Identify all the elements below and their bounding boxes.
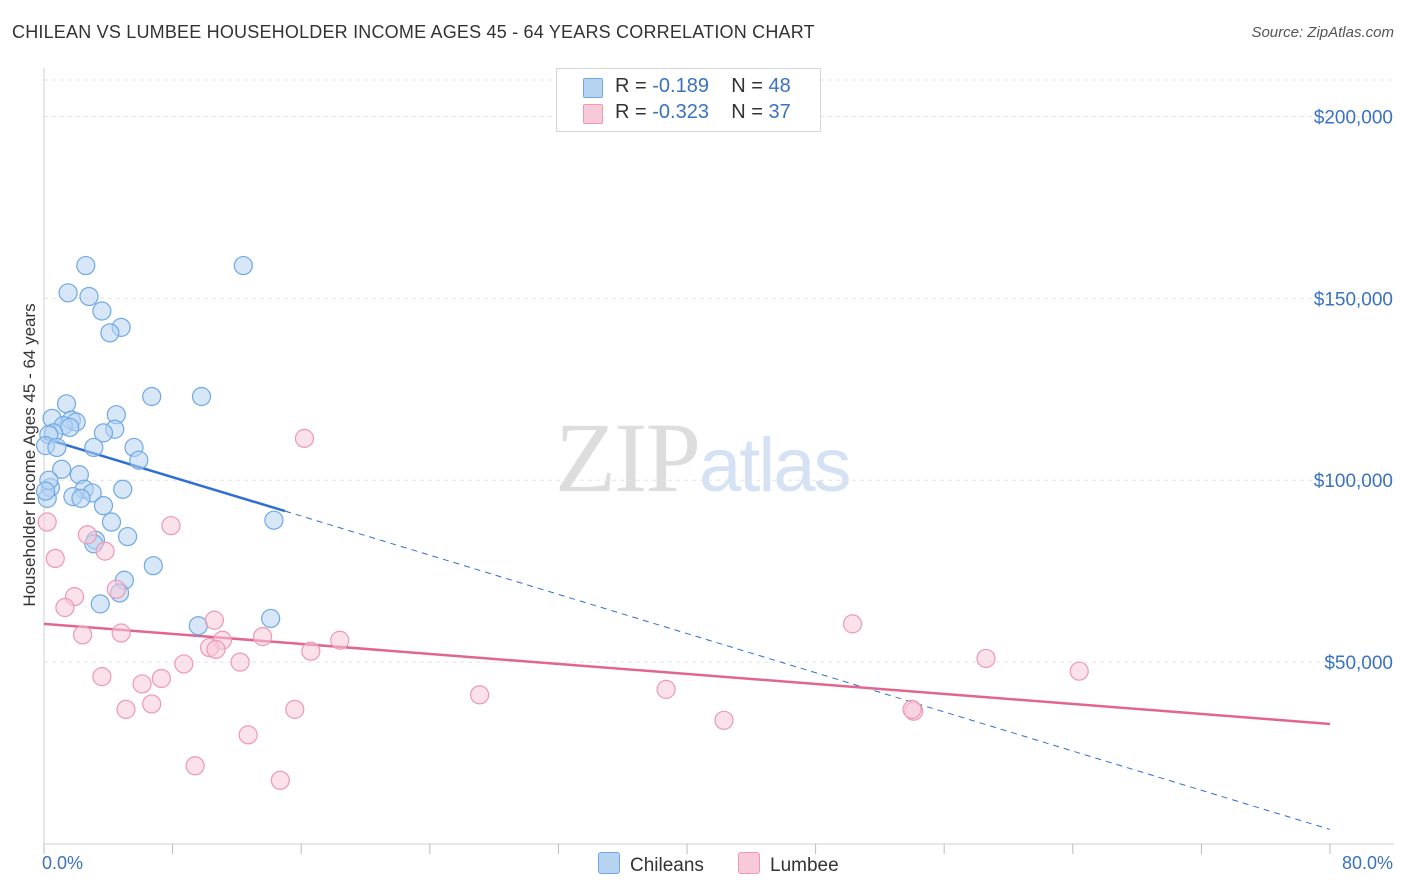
point-lumbee-11 xyxy=(111,623,131,643)
legend-n-label-lumbee: N = xyxy=(731,101,763,123)
y-tick-label-3: $200,000 xyxy=(1314,107,1393,128)
point-lumbee-21 xyxy=(976,648,996,669)
point-lumbee-23 xyxy=(92,667,112,687)
point-chileans-34 xyxy=(93,496,114,516)
point-chileans-15 xyxy=(60,417,80,438)
bottom-legend-swatch-lumbee xyxy=(738,852,760,874)
point-lumbee-17 xyxy=(206,639,226,659)
correlation-legend: R = -0.189 N = 48 R = -0.323 N = 37 xyxy=(556,68,821,132)
legend-n-label-chileans: N = xyxy=(731,75,763,97)
point-chileans-30 xyxy=(113,479,133,499)
point-chileans-47 xyxy=(36,481,56,501)
point-lumbee-4 xyxy=(95,541,115,561)
point-chileans-6 xyxy=(100,323,120,343)
bottom-legend-label-chileans: Chileans xyxy=(630,855,704,876)
x-tick-label-min: 0.0% xyxy=(42,853,83,873)
grid-lines xyxy=(44,79,1394,663)
point-chileans-43 xyxy=(90,594,110,614)
point-lumbee-9 xyxy=(204,610,224,630)
point-chileans-3 xyxy=(79,286,99,307)
legend-n-value-lumbee: 37 xyxy=(768,101,791,123)
point-lumbee-1 xyxy=(294,428,315,448)
x-tick-label-max: 80.0% xyxy=(1342,853,1393,873)
watermark-atlas: atlas xyxy=(699,423,852,508)
y-tick-label-2: $150,000 xyxy=(1314,289,1393,310)
point-lumbee-29 xyxy=(116,699,136,719)
bottom-legend-label-lumbee: Lumbee xyxy=(770,855,839,876)
trend-line-lumbee xyxy=(43,622,1331,726)
point-chileans-23 xyxy=(47,437,67,458)
point-lumbee-31 xyxy=(714,710,734,730)
point-lumbee-12 xyxy=(72,625,93,645)
point-lumbee-2 xyxy=(161,516,181,536)
legend-r-label-chileans: R = xyxy=(615,75,647,97)
point-chileans-24 xyxy=(129,450,149,470)
bottom-legend-swatch-chileans xyxy=(598,852,620,874)
trend-line-chileans xyxy=(43,437,286,513)
chart-title: CHILEAN VS LUMBEE HOUSEHOLDER INCOME AGE… xyxy=(12,22,815,42)
point-chileans-7 xyxy=(142,386,162,407)
point-lumbee-10 xyxy=(842,614,863,634)
point-lumbee-33 xyxy=(238,725,258,745)
data-points xyxy=(36,255,1089,790)
legend-r-value-chileans: -0.189 xyxy=(652,75,709,97)
legend-swatch-chileans xyxy=(583,78,603,98)
point-lumbee-20 xyxy=(174,654,194,674)
y-tick-labels: $50,000 $100,000 $150,000 $200,000 xyxy=(1314,107,1393,674)
watermark-zip: ZIP xyxy=(555,402,701,513)
legend-swatch-lumbee xyxy=(583,104,603,124)
point-lumbee-34 xyxy=(185,756,205,776)
point-lumbee-24 xyxy=(151,668,171,689)
point-chileans-32 xyxy=(71,488,91,508)
point-lumbee-3 xyxy=(77,525,98,545)
point-chileans-2 xyxy=(58,283,78,303)
legend-r-label-lumbee: R = xyxy=(615,101,647,123)
trend-lines xyxy=(43,437,1331,830)
point-lumbee-19 xyxy=(230,652,250,672)
bottom-legend-chileans: Chileans xyxy=(598,852,704,877)
point-lumbee-18 xyxy=(301,641,321,661)
point-chileans-44 xyxy=(261,608,281,629)
point-lumbee-25 xyxy=(132,674,152,694)
point-chileans-45 xyxy=(188,616,208,636)
point-lumbee-26 xyxy=(470,685,490,705)
point-lumbee-0 xyxy=(37,512,57,532)
point-chileans-36 xyxy=(264,510,284,530)
point-chileans-25 xyxy=(52,459,72,479)
legend-r-value-lumbee: -0.323 xyxy=(652,101,709,123)
point-lumbee-7 xyxy=(106,579,126,599)
point-lumbee-36 xyxy=(902,699,922,719)
point-lumbee-13 xyxy=(253,627,273,647)
point-lumbee-27 xyxy=(656,679,676,699)
point-chileans-17 xyxy=(93,423,114,443)
watermark: ZIPatlas xyxy=(555,400,852,515)
y-tick-label-0: $50,000 xyxy=(1324,653,1393,674)
point-lumbee-8 xyxy=(55,597,75,618)
point-lumbee-28 xyxy=(142,694,162,714)
point-chileans-37 xyxy=(117,526,138,547)
point-chileans-20 xyxy=(84,437,104,458)
point-lumbee-22 xyxy=(1069,661,1089,681)
x-tick-labels: 0.0% 80.0% xyxy=(42,853,1393,873)
point-chileans-8 xyxy=(191,386,212,407)
trend-line-extension-chileans xyxy=(284,510,1331,830)
point-lumbee-15 xyxy=(330,630,350,650)
point-chileans-35 xyxy=(101,512,122,532)
point-chileans-1 xyxy=(233,255,253,276)
point-lumbee-35 xyxy=(270,770,290,790)
point-chileans-40 xyxy=(143,556,163,576)
point-lumbee-5 xyxy=(45,548,65,569)
y-tick-label-1: $100,000 xyxy=(1314,471,1393,492)
point-lumbee-30 xyxy=(285,699,305,719)
point-chileans-4 xyxy=(92,301,112,321)
bottom-legend-lumbee: Lumbee xyxy=(738,852,839,877)
point-chileans-9 xyxy=(56,394,77,414)
legend-n-value-chileans: 48 xyxy=(768,75,791,97)
point-chileans-0 xyxy=(76,255,96,276)
axes xyxy=(43,68,1394,854)
source-label: Source: ZipAtlas.com xyxy=(1251,24,1394,41)
